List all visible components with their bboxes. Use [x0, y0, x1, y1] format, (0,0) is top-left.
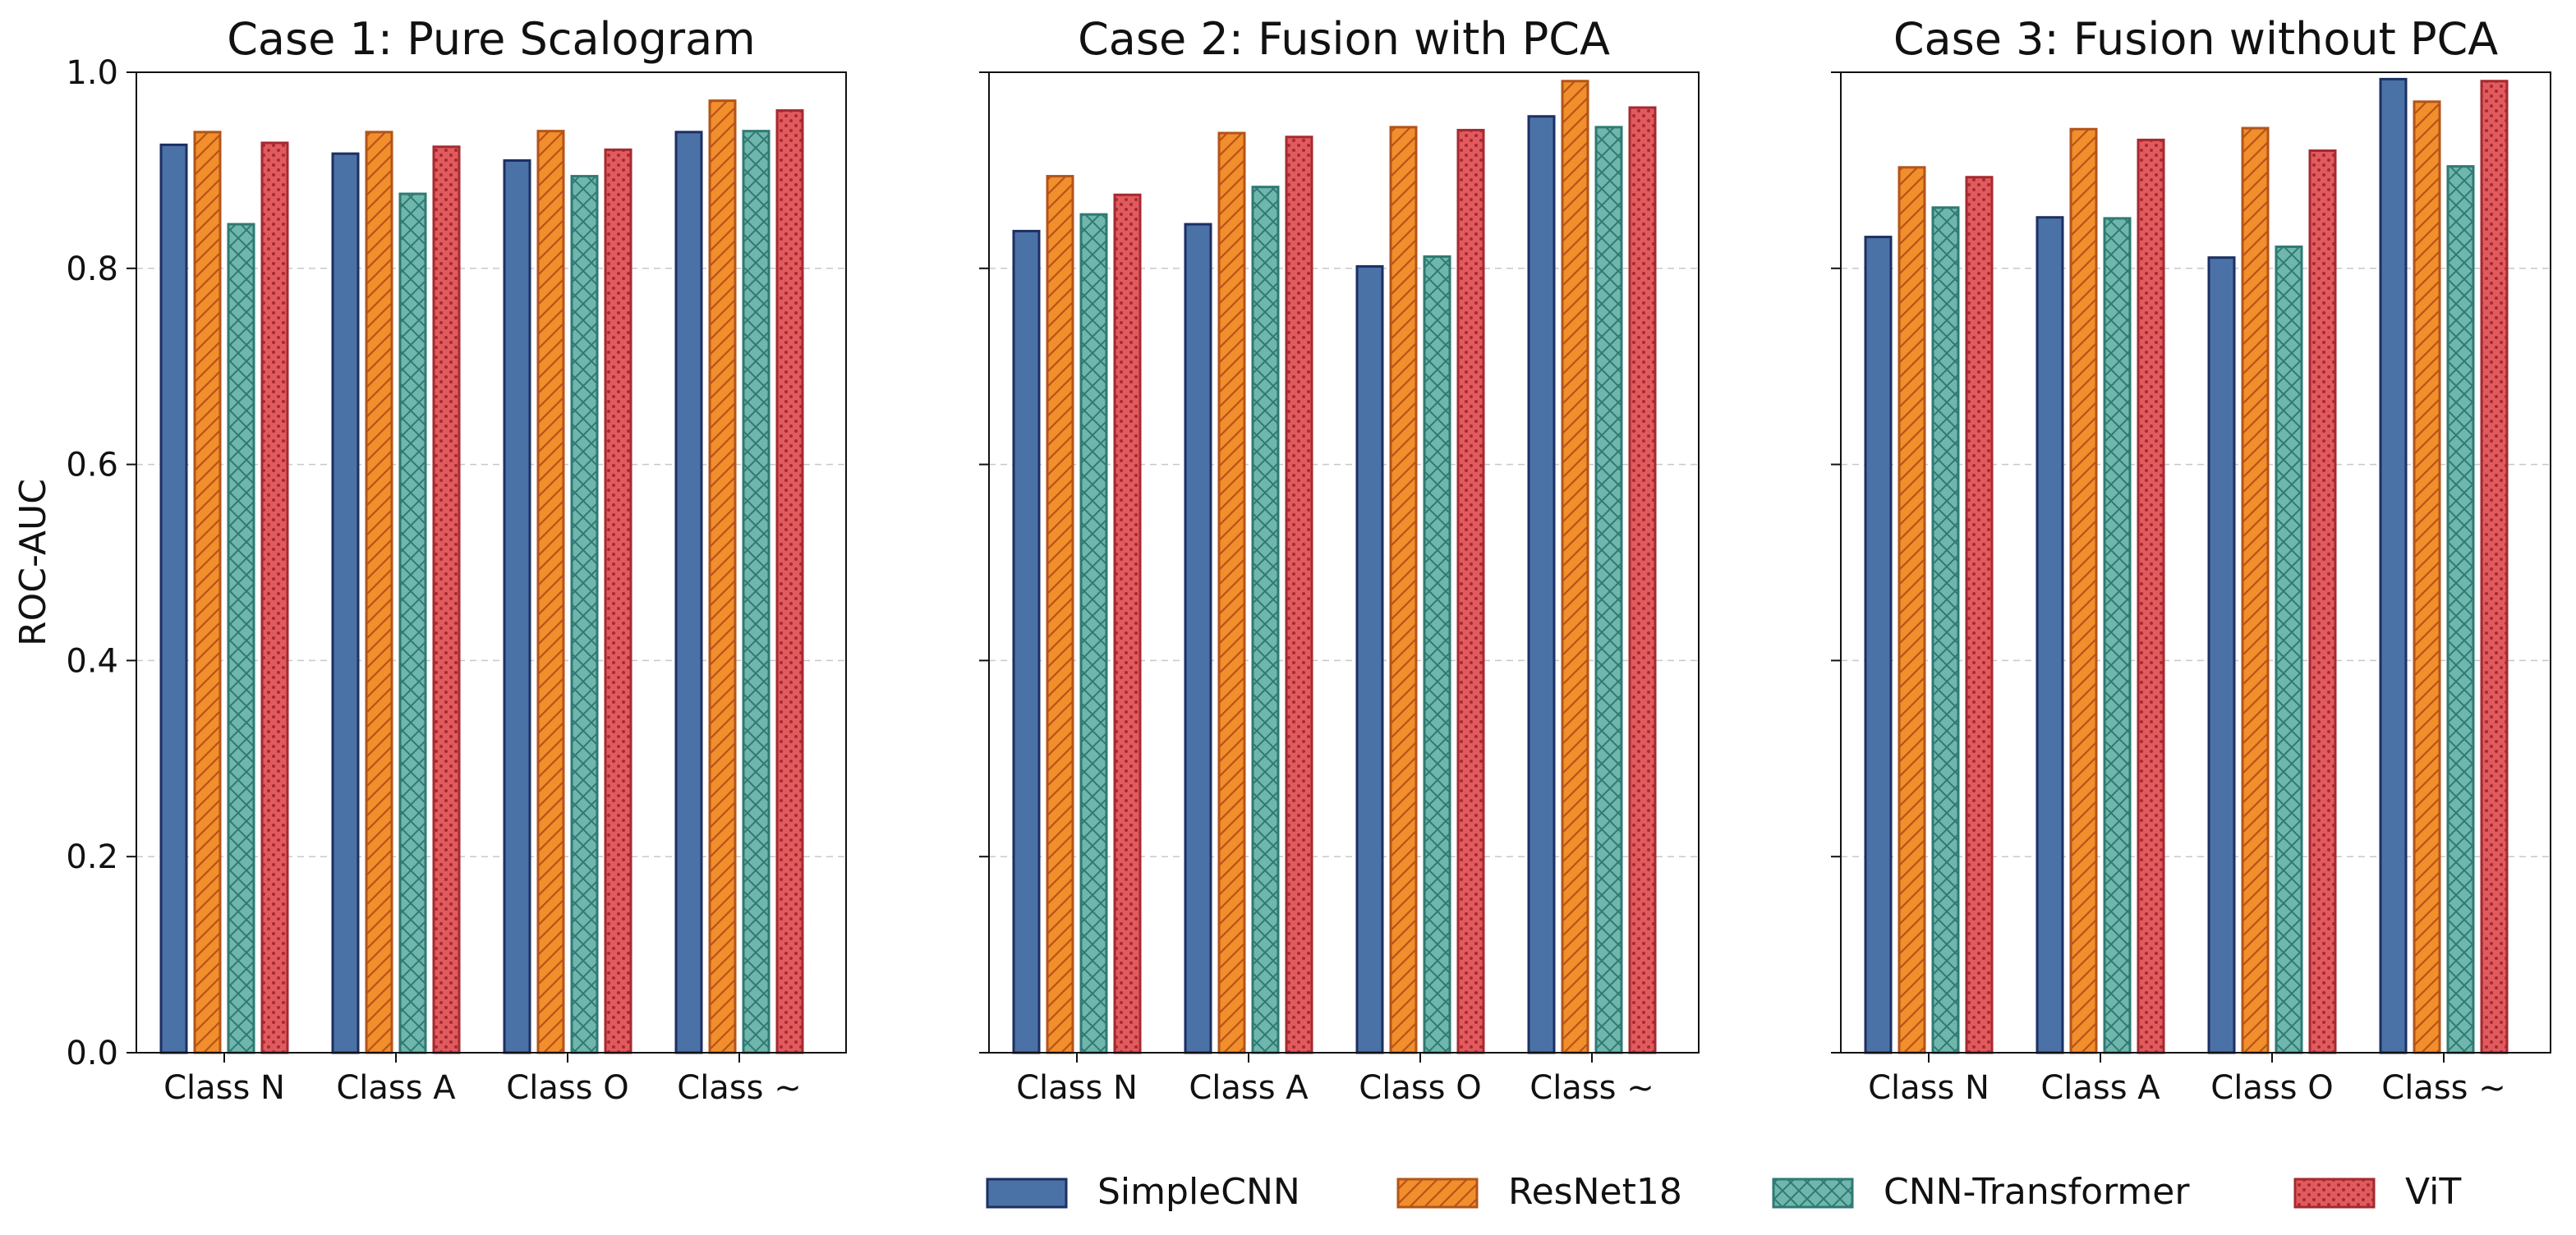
- bar-resnet18-1: [193, 131, 222, 1054]
- bar-vit-2: [1285, 135, 1313, 1054]
- bar-simplecnn-4: [674, 131, 703, 1054]
- x-tick-label: Class A: [1189, 1069, 1309, 1107]
- bar-simplecnn-4: [1527, 115, 1556, 1054]
- chart-panel-2: Class N Class A Class O Class ~ Case 2: Fusi…: [979, 13, 1700, 1107]
- y-tick-label: 0.6: [66, 447, 118, 484]
- bar-simplecnn-3: [503, 158, 531, 1054]
- legend-item: ResNet18: [1396, 1171, 1682, 1213]
- bar-cnn-transformer-2: [2103, 217, 2132, 1054]
- bar-vit-2: [2137, 138, 2165, 1054]
- bar-vit-4: [775, 109, 804, 1054]
- bar-resnet18-2: [1217, 131, 1246, 1054]
- bar-simplecnn-4: [2379, 77, 2408, 1054]
- bar-simplecnn-1: [1864, 236, 1893, 1054]
- legend-swatch: [1772, 1178, 1854, 1209]
- x-tick-label: Class A: [336, 1069, 456, 1107]
- legend-item: CNN-Transformer: [1772, 1171, 2190, 1213]
- bar-cnn-transformer-4: [2446, 165, 2475, 1054]
- bar-vit-1: [1113, 193, 1142, 1054]
- chart-title: Case 2: Fusion with PCA: [1078, 13, 1610, 65]
- chart-panel-1: 0.0 0.2 0.4 0.6 0.8 1.0 Class N Class A Class O C…: [66, 13, 847, 1107]
- bar-simplecnn-3: [2207, 256, 2236, 1054]
- chart-title: Case 3: Fusion without PCA: [1893, 13, 2498, 65]
- bar-resnet18-4: [708, 99, 737, 1054]
- bar-resnet18-2: [365, 131, 393, 1054]
- legend-label: CNN-Transformer: [1884, 1171, 2190, 1213]
- bar-cnn-transformer-1: [227, 223, 255, 1054]
- y-tick-label: 1.0: [66, 54, 118, 92]
- bar-simplecnn-2: [331, 152, 360, 1054]
- bar-resnet18-2: [2069, 127, 2098, 1054]
- bar-cnn-transformer-2: [398, 192, 427, 1054]
- bar-vit-4: [2480, 80, 2509, 1054]
- bar-vit-2: [432, 145, 461, 1054]
- y-tick-label: 0.8: [66, 250, 118, 288]
- chart-legend: SimpleCNN ResNet18 CNN-Transformer ViT: [986, 1171, 2461, 1213]
- bar-cnn-transformer-2: [1251, 186, 1280, 1054]
- x-tick-label: Class ~: [677, 1069, 801, 1107]
- bar-vit-4: [1628, 106, 1657, 1054]
- bar-simplecnn-1: [1012, 229, 1041, 1054]
- x-tick-label: Class ~: [1530, 1069, 1654, 1107]
- axes-frame: [136, 71, 847, 1054]
- x-tick-label: Class O: [1359, 1069, 1481, 1107]
- x-tick-label: Class N: [1016, 1069, 1138, 1107]
- legend-label: SimpleCNN: [1097, 1171, 1300, 1213]
- bar-cnn-transformer-1: [1079, 213, 1108, 1054]
- x-tick-label: Class O: [506, 1069, 628, 1107]
- y-axis-label: ROC-AUC: [12, 479, 54, 646]
- bar-cnn-transformer-4: [742, 130, 770, 1054]
- bar-simplecnn-1: [159, 143, 188, 1054]
- bar-simplecnn-3: [1355, 264, 1384, 1054]
- bar-simplecnn-2: [1184, 223, 1212, 1054]
- x-tick-label: Class O: [2210, 1069, 2333, 1107]
- y-tick-label: 0.0: [66, 1035, 118, 1072]
- bar-vit-3: [2308, 149, 2337, 1054]
- bar-cnn-transformer-3: [2275, 246, 2303, 1054]
- x-tick-label: Class ~: [2381, 1069, 2505, 1107]
- bar-resnet18-4: [2413, 100, 2441, 1054]
- legend-label: ViT: [2405, 1171, 2461, 1213]
- bar-resnet18-3: [2241, 126, 2270, 1054]
- legend-swatch: [986, 1178, 1068, 1209]
- legend-swatch: [2293, 1178, 2376, 1209]
- bar-vit-1: [260, 141, 289, 1054]
- chart-title: Case 1: Pure Scalogram: [227, 13, 756, 65]
- x-tick-label: Class A: [2040, 1069, 2160, 1107]
- x-tick-label: Class N: [1868, 1069, 1990, 1107]
- bar-vit-1: [1965, 176, 1994, 1054]
- bar-resnet18-3: [536, 130, 565, 1054]
- bar-cnn-transformer-4: [1594, 126, 1623, 1054]
- bar-resnet18-3: [1389, 126, 1418, 1054]
- legend-swatch: [1396, 1178, 1479, 1209]
- bar-cnn-transformer-1: [1931, 206, 1960, 1054]
- bar-resnet18-1: [1898, 166, 1926, 1054]
- chart-panel-3: Class N Class A Class O Class ~ Case 3: Fusi…: [1831, 13, 2551, 1107]
- axes-frame: [1840, 71, 2551, 1054]
- bar-simplecnn-2: [2036, 216, 2064, 1054]
- y-tick-label: 0.2: [66, 838, 118, 876]
- bar-resnet18-4: [1561, 80, 1589, 1054]
- legend-label: ResNet18: [1508, 1171, 1682, 1213]
- legend-item: ViT: [2293, 1171, 2461, 1213]
- axes-frame: [988, 71, 1700, 1054]
- x-tick-label: Class N: [163, 1069, 285, 1107]
- legend-item: SimpleCNN: [986, 1171, 1300, 1213]
- bar-vit-3: [604, 148, 632, 1054]
- bar-cnn-transformer-3: [1423, 255, 1451, 1054]
- bar-vit-3: [1456, 128, 1485, 1054]
- bar-cnn-transformer-3: [570, 175, 599, 1054]
- bar-resnet18-1: [1046, 175, 1074, 1054]
- y-tick-label: 0.4: [66, 642, 118, 680]
